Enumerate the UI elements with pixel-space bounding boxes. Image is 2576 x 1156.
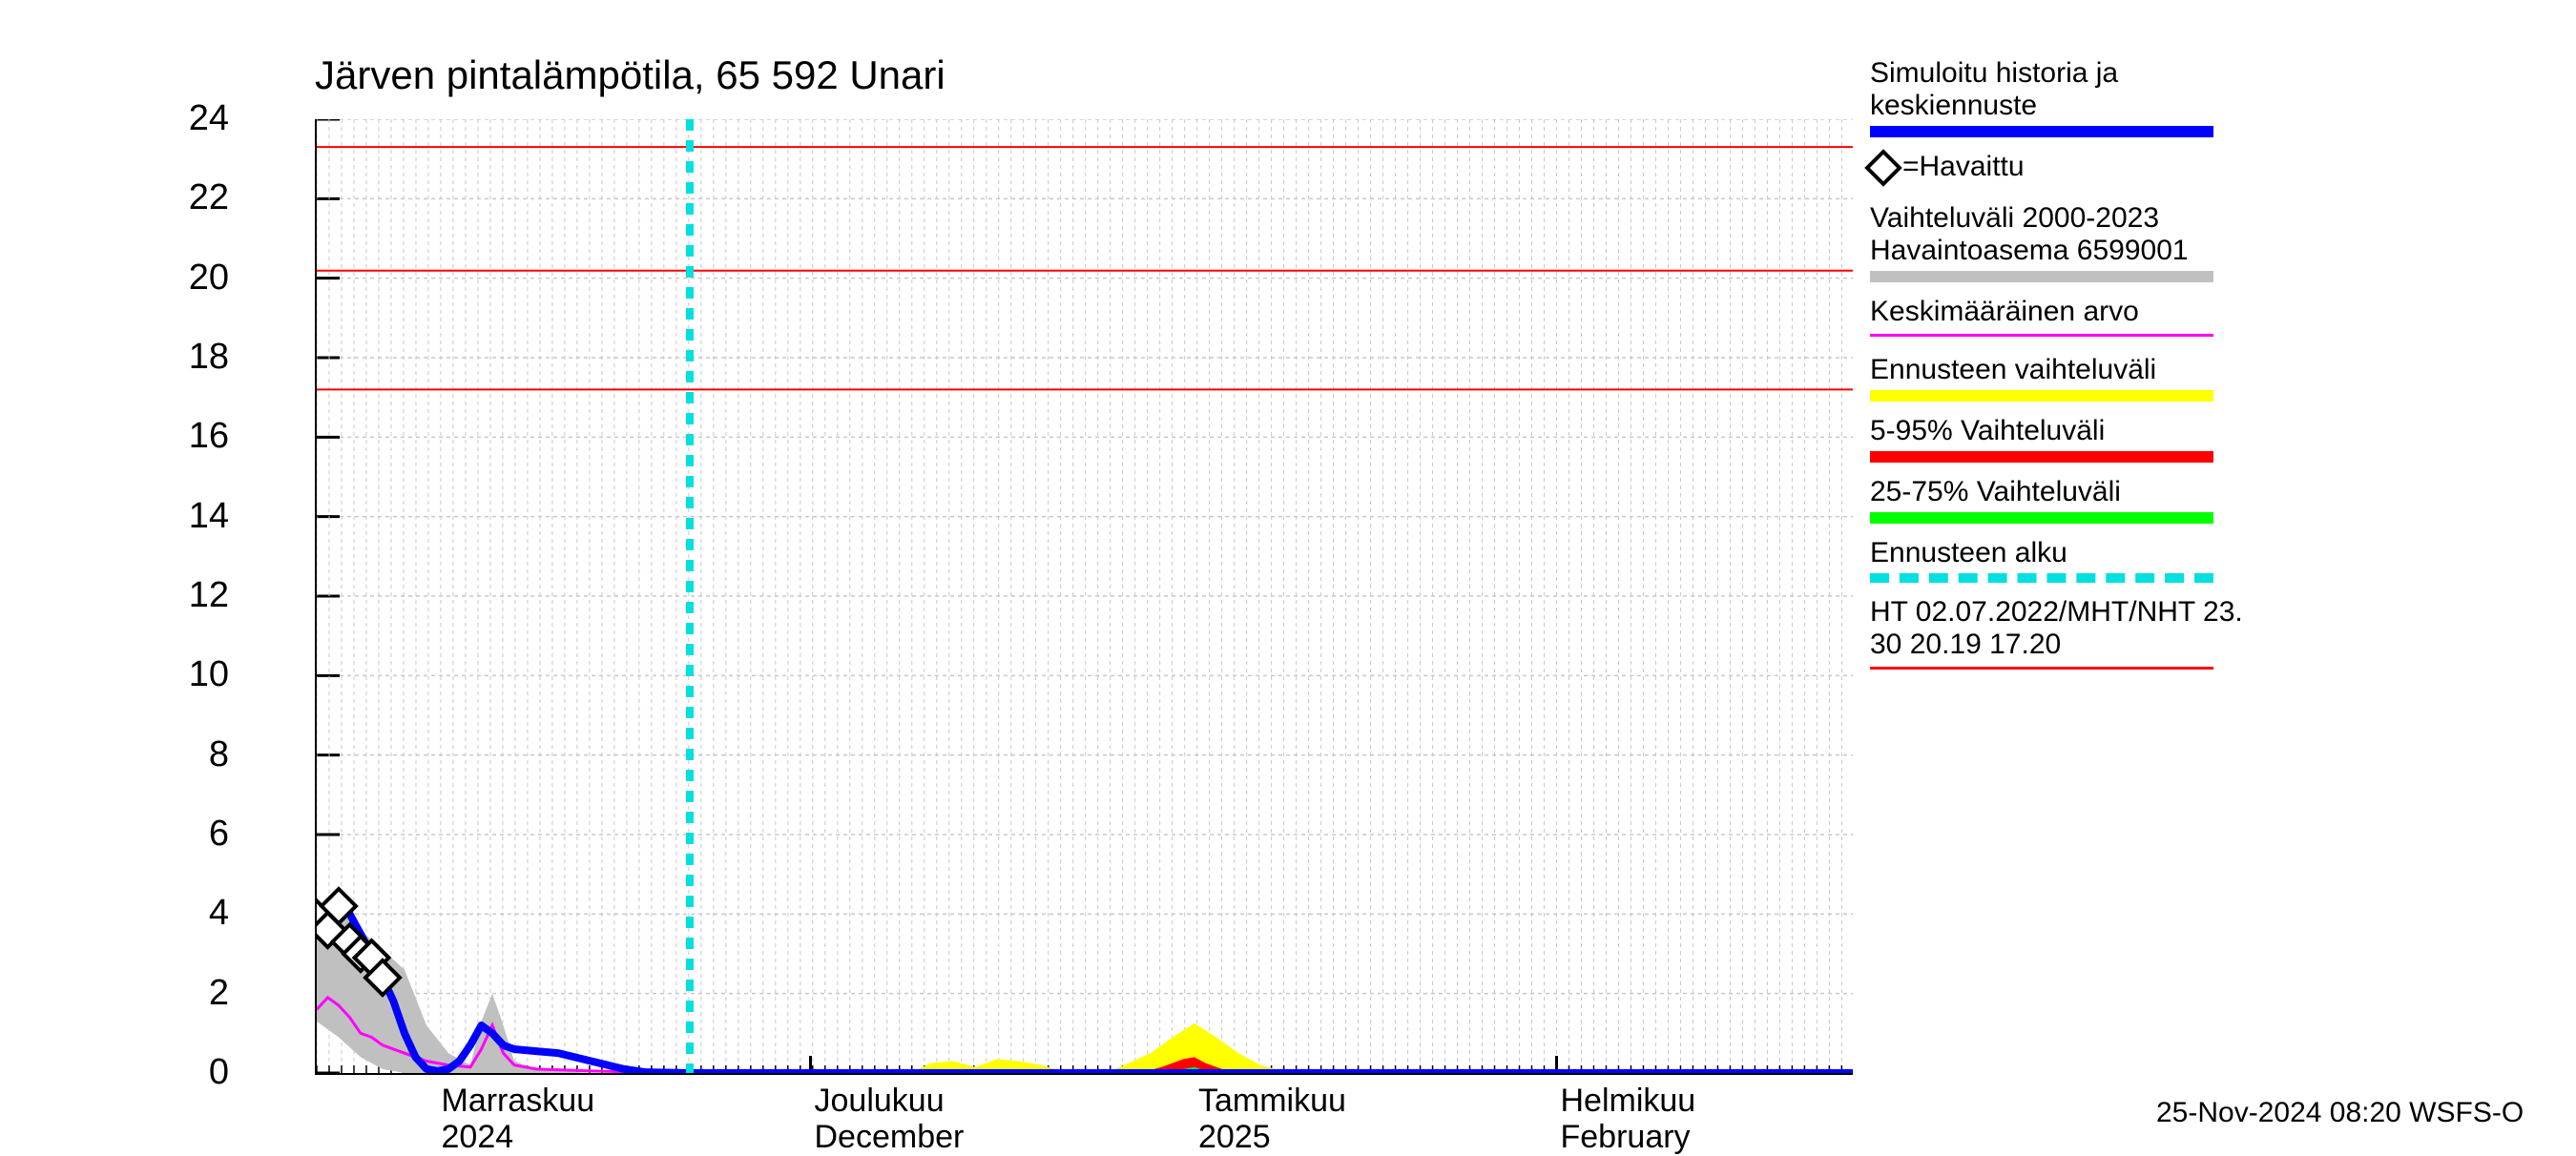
y-tick-label: 12 — [162, 575, 229, 616]
legend-item: Ennusteen vaihteluväli — [1870, 354, 2557, 402]
legend-item: =Havaittu — [1870, 151, 2557, 183]
legend-item: Keskimääräinen arvo — [1870, 296, 2557, 337]
legend-swatch — [1870, 451, 2213, 463]
legend-item: 25-75% Vaihteluväli — [1870, 476, 2557, 524]
y-tick-label: 16 — [162, 416, 229, 457]
y-tick-label: 22 — [162, 177, 229, 218]
legend: Simuloitu historia jakeskiennuste =Havait… — [1870, 57, 2557, 687]
legend-swatch — [1870, 573, 2213, 583]
y-tick-label: 20 — [162, 258, 229, 299]
legend-item: Simuloitu historia jakeskiennuste — [1870, 57, 2557, 137]
chart-title: Järven pintalämpötila, 65 592 Unari — [315, 52, 945, 98]
x-tick-label: Helmikuu — [1561, 1083, 1696, 1120]
chart-container: Järven pintalämpötila / Water temperatur… — [0, 0, 2576, 1145]
legend-swatch — [1870, 512, 2213, 524]
legend-swatch — [1870, 271, 2213, 282]
legend-label: 5-95% Vaihteluväli — [1870, 415, 2557, 447]
legend-label: Ennusteen vaihteluväli — [1870, 354, 2557, 386]
y-tick-label: 4 — [162, 893, 229, 934]
x-tick-label: Marraskuu — [442, 1083, 595, 1120]
legend-label: Ennusteen alku — [1870, 537, 2557, 569]
y-tick-label: 18 — [162, 337, 229, 378]
legend-swatch — [1870, 334, 2213, 337]
legend-item: 5-95% Vaihteluväli — [1870, 415, 2557, 463]
legend-swatch — [1870, 390, 2213, 402]
legend-label: =Havaittu — [1902, 151, 2025, 182]
y-tick-label: 2 — [162, 973, 229, 1014]
plot-area — [315, 119, 1853, 1075]
legend-swatch — [1870, 667, 2213, 670]
x-tick-label: December — [815, 1119, 965, 1156]
x-tick-label: Tammikuu — [1198, 1083, 1346, 1120]
x-tick-label: 2025 — [1198, 1119, 1271, 1156]
legend-item: Ennusteen alku — [1870, 537, 2557, 583]
y-tick-label: 24 — [162, 98, 229, 139]
y-tick-label: 14 — [162, 496, 229, 537]
legend-label: Simuloitu historia ja — [1870, 57, 2557, 90]
legend-label: Keskimääräinen arvo — [1870, 296, 2557, 328]
footer-timestamp: 25-Nov-2024 08:20 WSFS-O — [2156, 1097, 2524, 1129]
y-tick-label: 10 — [162, 654, 229, 695]
legend-label: 30 20.19 17.20 — [1870, 629, 2557, 661]
legend-item: Vaihteluväli 2000-2023 Havaintoasema 659… — [1870, 202, 2557, 282]
legend-label: 25-75% Vaihteluväli — [1870, 476, 2557, 508]
legend-swatch — [1870, 126, 2213, 137]
y-tick-label: 6 — [162, 814, 229, 855]
legend-label: Vaihteluväli 2000-2023 — [1870, 202, 2557, 235]
x-tick-label: Joulukuu — [815, 1083, 945, 1120]
y-tick-label: 8 — [162, 734, 229, 775]
legend-item: HT 02.07.2022/MHT/NHT 23.30 20.19 17.20 — [1870, 596, 2557, 670]
x-tick-label: February — [1561, 1119, 1691, 1156]
legend-label: keskiennuste — [1870, 90, 2557, 122]
y-tick-label: 0 — [162, 1052, 229, 1093]
legend-label: HT 02.07.2022/MHT/NHT 23. — [1870, 596, 2557, 629]
diamond-icon — [1864, 149, 1902, 187]
x-tick-label: 2024 — [442, 1119, 514, 1156]
legend-label: Havaintoasema 6599001 — [1870, 235, 2557, 267]
